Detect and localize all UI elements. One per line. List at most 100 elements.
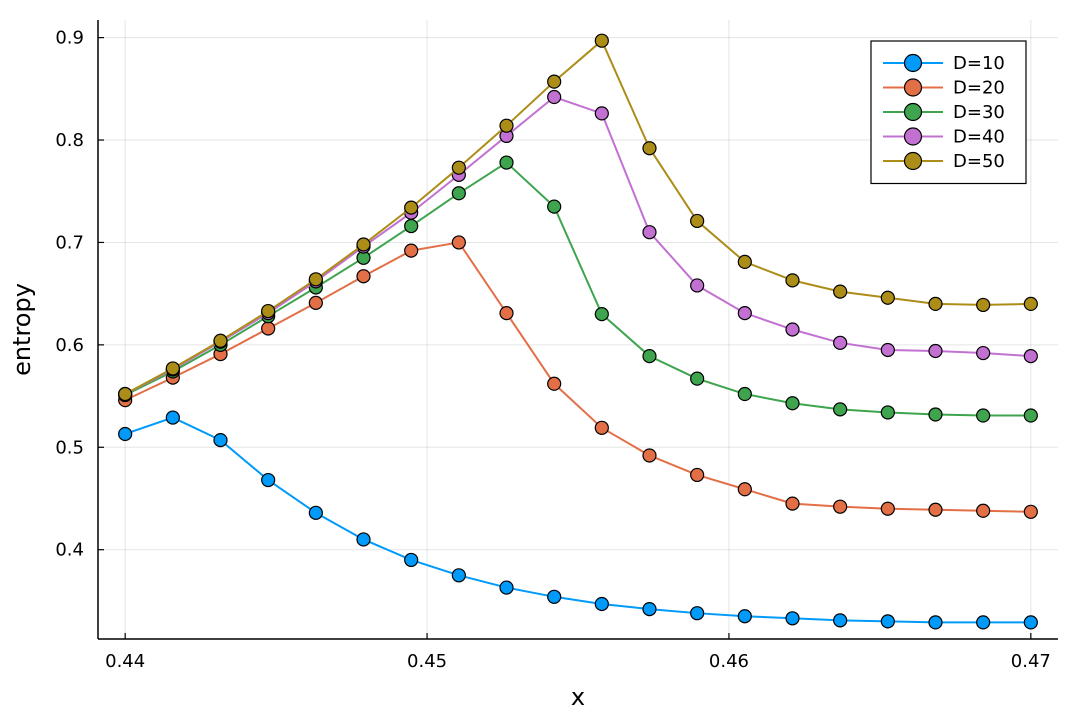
data-point	[928, 615, 943, 630]
data-point	[308, 272, 323, 287]
legend-marker	[903, 151, 923, 171]
y-tick-label: 0.9	[55, 28, 84, 49]
data-point	[404, 200, 419, 215]
data-point	[404, 218, 419, 234]
legend-marker	[903, 102, 923, 122]
data-point	[308, 295, 323, 310]
series-d-30	[118, 155, 1038, 423]
data-point	[642, 141, 657, 156]
data-point	[976, 615, 991, 630]
data-point	[547, 74, 562, 89]
data-point	[594, 420, 609, 435]
data-point	[690, 371, 705, 386]
data-point	[451, 186, 466, 201]
data-point	[833, 402, 848, 417]
data-point	[737, 609, 752, 624]
data-point	[499, 580, 514, 595]
data-point	[451, 160, 466, 175]
x-tick-label: 0.44	[105, 651, 145, 672]
data-point	[404, 552, 419, 568]
data-point	[213, 333, 228, 348]
series-line	[124, 96, 1031, 395]
data-point	[451, 235, 466, 250]
data-point	[499, 118, 514, 133]
series-d-10	[118, 410, 1038, 630]
legend-label: D=20	[953, 78, 1005, 99]
data-point	[356, 237, 371, 252]
data-point	[642, 601, 657, 617]
data-point	[785, 611, 800, 626]
legend-marker	[903, 127, 923, 146]
data-point	[737, 306, 752, 321]
data-point	[690, 278, 705, 293]
series-line	[124, 39, 1031, 395]
y-tick-label: 0.8	[55, 130, 84, 151]
data-point	[1023, 349, 1038, 364]
data-point	[785, 396, 800, 411]
data-point	[928, 407, 943, 422]
data-point	[642, 448, 657, 463]
data-point	[594, 106, 609, 121]
legend-label: D=10	[953, 53, 1005, 74]
data-point	[642, 225, 657, 240]
data-point	[594, 307, 609, 322]
data-point	[833, 499, 848, 514]
data-point	[833, 613, 848, 628]
data-point	[1023, 615, 1038, 630]
x-tick-label: 0.45	[407, 651, 447, 672]
legend-label: D=40	[953, 127, 1005, 148]
x-axis-label: x	[571, 683, 585, 711]
data-point	[261, 472, 276, 488]
legend-label: D=50	[953, 151, 1005, 172]
data-point	[547, 199, 562, 214]
data-point	[690, 213, 705, 229]
data-point	[737, 254, 752, 270]
data-point	[785, 273, 800, 288]
data-point	[404, 243, 419, 258]
data-point	[880, 342, 895, 358]
y-tick-label: 0.7	[55, 232, 84, 253]
tick-labels: 0.44 0.45 0.46 0.47 0.4 0.5 0.6 0.7 0.8 0.9	[55, 28, 1051, 672]
series-line	[124, 161, 1031, 417]
data-point	[165, 410, 180, 425]
data-point	[261, 321, 276, 336]
data-point	[976, 345, 991, 361]
data-point	[785, 322, 800, 337]
data-point	[594, 596, 609, 612]
data-point	[737, 386, 752, 402]
data-point	[1023, 504, 1038, 519]
data-point	[499, 155, 514, 170]
data-point	[451, 568, 466, 583]
data-point	[880, 614, 895, 629]
y-tick-label: 0.6	[55, 335, 84, 356]
data-point	[737, 482, 752, 497]
data-point	[499, 306, 514, 321]
data-point	[976, 297, 991, 313]
data-point	[1023, 296, 1038, 311]
data-point	[928, 502, 943, 517]
x-tick-label: 0.47	[1011, 651, 1051, 672]
series-d-20	[118, 235, 1038, 519]
legend-marker	[903, 78, 923, 97]
data-point	[356, 269, 371, 284]
data-point	[308, 505, 323, 520]
series-group	[118, 33, 1038, 630]
data-point	[976, 408, 991, 423]
data-point	[261, 303, 276, 319]
legend-label: D=30	[953, 102, 1005, 123]
series-line	[124, 241, 1031, 513]
data-point	[1023, 408, 1038, 423]
data-point	[547, 89, 562, 105]
data-point	[356, 532, 371, 547]
data-point	[213, 433, 228, 448]
data-point	[928, 296, 943, 311]
data-point	[976, 503, 991, 518]
data-point	[880, 405, 895, 420]
data-point	[690, 467, 705, 483]
series-line	[124, 416, 1031, 624]
data-point	[833, 335, 848, 350]
axes	[97, 20, 1058, 640]
data-point	[690, 606, 705, 621]
